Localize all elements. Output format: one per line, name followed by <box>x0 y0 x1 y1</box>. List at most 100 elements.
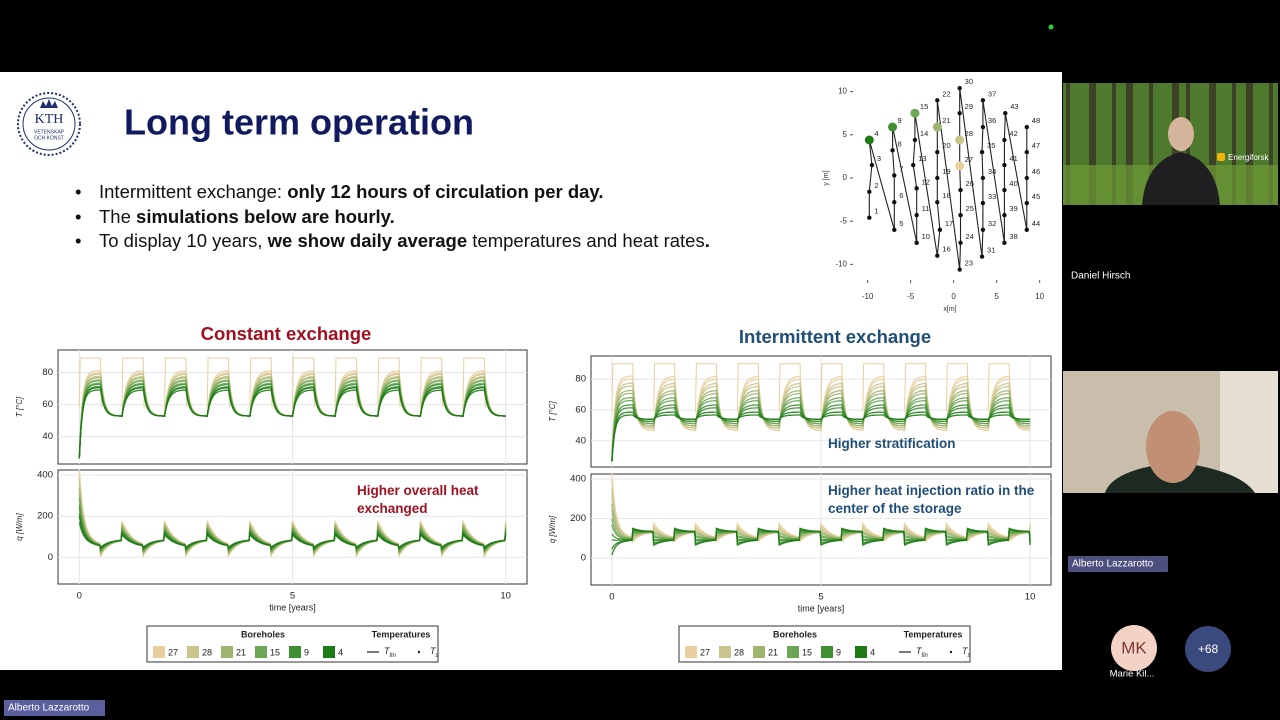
borehole <box>892 227 897 233</box>
legend-swatch <box>787 646 799 658</box>
illustration-curve <box>611 527 1031 556</box>
borehole <box>932 122 942 132</box>
participant-name: Daniel Hirsch <box>1071 271 1130 282</box>
borehole <box>914 186 919 191</box>
borehole-label: 22 <box>942 89 950 98</box>
y-tick-label: -5 <box>840 216 848 225</box>
x-tick-label: 5 <box>290 591 295 602</box>
y-tick-label: 40 <box>575 435 586 446</box>
borehole-label: 27 <box>965 155 973 164</box>
borehole-label: 23 <box>965 259 973 268</box>
legend-label: 21 <box>236 647 246 657</box>
borehole-label: 19 <box>942 167 950 176</box>
borehole <box>935 253 940 258</box>
tree-trunk <box>1066 83 1070 205</box>
y-tick-label: 400 <box>570 473 586 484</box>
legend-label: Ts <box>430 646 439 658</box>
legend-label: 27 <box>700 647 710 657</box>
borehole-label: 13 <box>918 154 926 163</box>
borehole <box>957 85 962 91</box>
tree-trunk <box>1209 83 1216 205</box>
logo-crown <box>40 99 58 108</box>
legend-swatch <box>153 646 165 658</box>
illustration-curve <box>611 363 1011 412</box>
x-tick-label: 0 <box>609 592 614 603</box>
tree-trunk <box>1112 83 1116 205</box>
illustration-curve <box>78 522 507 549</box>
borehole-label: 18 <box>942 191 950 200</box>
y-tick-label: 5 <box>843 130 848 139</box>
borehole-label: 48 <box>1032 116 1040 125</box>
borehole-label: 3 <box>877 154 881 163</box>
legend-swatch <box>289 646 301 658</box>
borehole-label: 41 <box>1009 154 1017 163</box>
borehole-label: 7 <box>899 164 903 173</box>
borehole-label: 6 <box>899 191 903 200</box>
borehole-label: 25 <box>966 204 974 213</box>
x-tick-label: 0 <box>77 591 82 602</box>
legend-symbol: T <box>916 646 923 656</box>
y-tick-label: 80 <box>42 367 53 378</box>
borehole <box>892 173 897 178</box>
bullet-text: simulations below are hourly. <box>136 205 395 227</box>
legend-subscript: fin <box>390 653 397 659</box>
speaker-name: Alberto Lazzarotto <box>8 703 90 714</box>
borehole-label: 32 <box>988 219 996 228</box>
borehole <box>1024 175 1029 181</box>
legend-symbol: T <box>962 646 969 656</box>
illustration-curve <box>611 399 1031 462</box>
legend-label: 21 <box>768 647 778 657</box>
y-tick-label: 40 <box>42 431 53 442</box>
borehole <box>958 240 963 245</box>
legend-swatch <box>187 646 199 658</box>
borehole-label: 4 <box>874 129 878 138</box>
illustration-curve <box>78 357 486 408</box>
borehole-label: 8 <box>898 139 902 148</box>
person-head <box>1168 117 1194 151</box>
bullet-text: To display 10 years, <box>99 230 268 251</box>
bullet-text: only 12 hours of circulation per day. <box>287 181 604 202</box>
legend-label: 15 <box>270 647 280 657</box>
borehole-label: 44 <box>1032 219 1040 228</box>
borehole-label: 42 <box>1009 129 1017 138</box>
avatar-name: Marie Kil... <box>1110 669 1155 680</box>
x-tick-label: -5 <box>907 292 915 301</box>
borehole <box>1002 162 1007 168</box>
borehole <box>867 215 872 220</box>
status-dot <box>1048 24 1054 30</box>
y-tick-label: 10 <box>838 87 847 96</box>
legend-title: Boreholes <box>773 629 817 639</box>
borehole <box>979 254 985 259</box>
borehole-label: 35 <box>987 141 995 150</box>
borehole-label: 28 <box>965 129 973 138</box>
legend-symbol: T <box>384 646 391 656</box>
legend-swatch <box>221 646 233 658</box>
borehole <box>1003 111 1008 116</box>
borehole <box>1002 137 1007 143</box>
legend-swatch <box>323 646 335 658</box>
borehole <box>957 267 962 272</box>
more-participants[interactable] <box>1185 626 1231 672</box>
legend-title: Temperatures <box>372 629 431 639</box>
borehole-label: 24 <box>966 232 974 241</box>
y-axis-label: q [W/m] <box>15 512 24 540</box>
bullet-text: temperatures and heat rates <box>467 230 705 251</box>
borehole-label: 2 <box>874 181 878 190</box>
borehole-label: 38 <box>1009 232 1017 241</box>
x-axis-label: time [years] <box>798 603 845 613</box>
legend-swatch <box>855 646 867 658</box>
bullet: • Intermittent exchange: only 12 hours of… <box>75 180 710 205</box>
legend-label: 4 <box>338 647 343 657</box>
borehole <box>869 162 875 168</box>
borehole <box>890 148 895 153</box>
y-tick-label: 60 <box>575 404 586 415</box>
borehole-label: 36 <box>988 116 996 125</box>
bullet-dot: • <box>75 181 82 202</box>
panel-title: Constant exchange <box>201 323 372 344</box>
borehole-label: 39 <box>1009 204 1017 213</box>
bullet-list: • Intermittent exchange: only 12 hours of… <box>75 180 710 254</box>
borehole <box>1024 124 1029 130</box>
borehole-label: 11 <box>922 204 930 213</box>
